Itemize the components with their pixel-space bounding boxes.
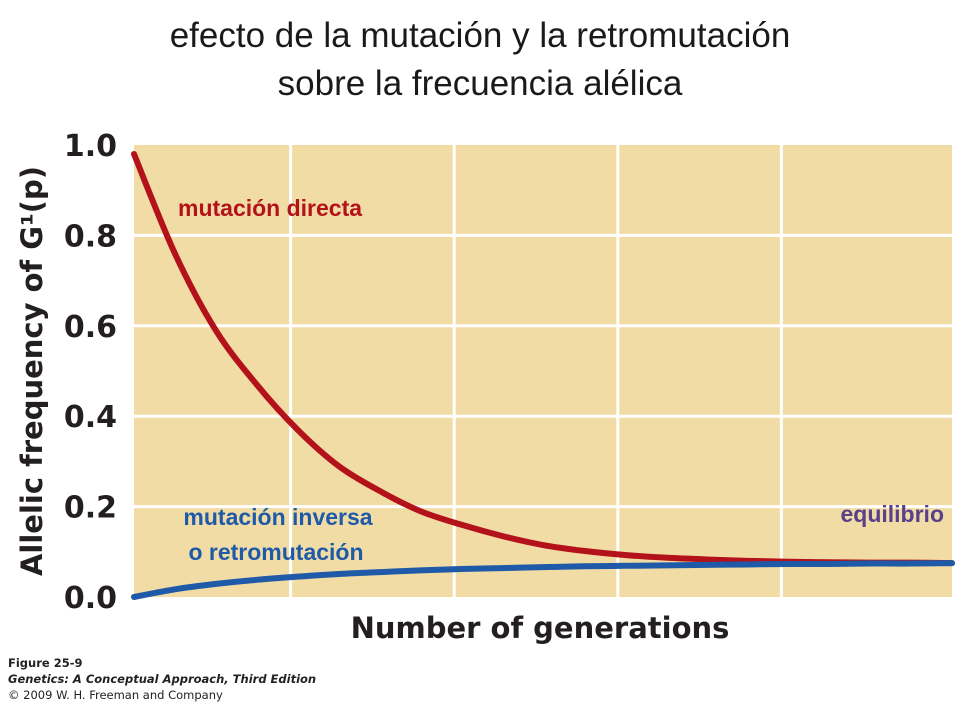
y-tick-label: 0.8 [64, 219, 117, 254]
figure-caption: Figure 25-9 Genetics: A Conceptual Appro… [8, 655, 316, 703]
y-tick-label: 0.2 [64, 491, 117, 526]
y-tick-labels: 0.0 0.2 0.4 0.6 0.8 1.0 [64, 129, 117, 616]
y-tick-label: 0.6 [64, 310, 117, 345]
annotation-retromutacion: o retromutación [188, 539, 363, 565]
y-axis-label: Allelic frequency of G¹(p) [15, 166, 49, 576]
y-tick-label: 1.0 [64, 129, 117, 164]
series-group [131, 151, 955, 600]
title-line-1: efecto de la mutación y la retromutación [169, 16, 791, 55]
x-axis-label: Number of generations [351, 611, 730, 645]
caption-book-title: Genetics: A Conceptual Approach, Third E… [8, 672, 317, 686]
annotation-mutacion-inversa: mutación inversa [183, 504, 372, 530]
plot-background [134, 145, 952, 597]
y-tick-label: 0.0 [64, 581, 117, 616]
annotation-mutacion-directa: mutación directa [178, 195, 362, 221]
y-tick-label: 0.4 [64, 400, 117, 435]
title-line-2: sobre la frecuencia alélica [277, 64, 683, 103]
caption-copyright: © 2009 W. H. Freeman and Company [8, 688, 223, 702]
caption-figure-number: Figure 25-9 [8, 656, 83, 670]
series-line-retromutacion [131, 560, 955, 600]
chart-title: efecto de la mutación y la retromutación… [0, 12, 960, 108]
grid-lines [134, 145, 952, 597]
annotation-equilibrio: equilibrio [841, 501, 945, 527]
